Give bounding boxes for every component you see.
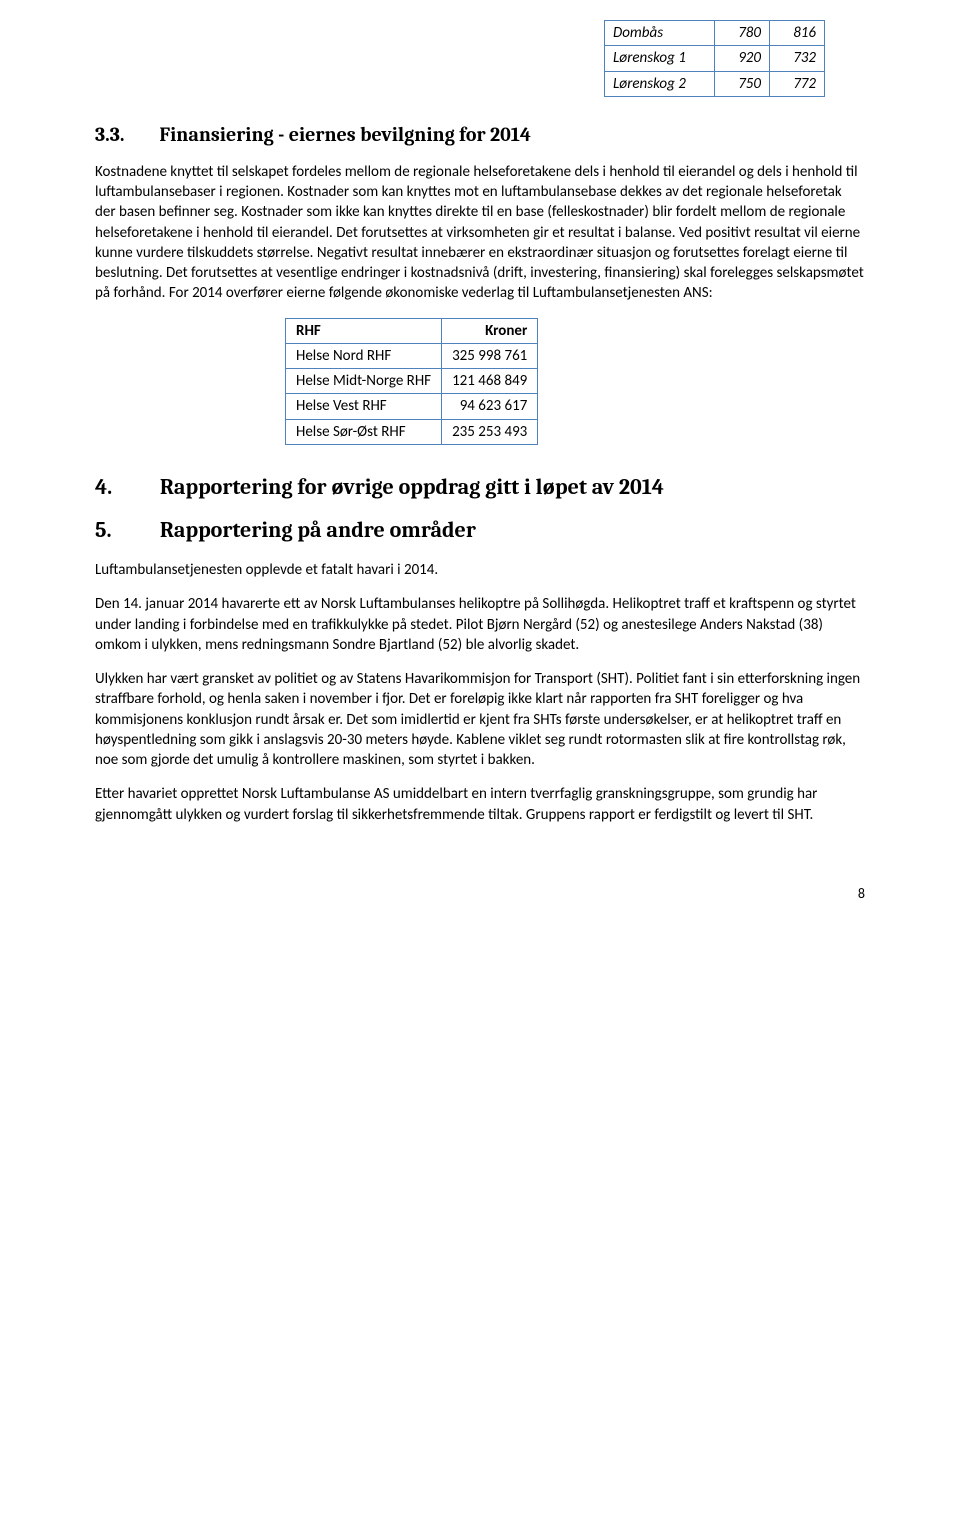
table-row: Helse Vest RHF94 623 617 <box>286 394 538 419</box>
section-3-3-heading: 3.3. Finansiering - eiernes bevilgning f… <box>95 121 865 148</box>
cell-kroner: 94 623 617 <box>442 394 538 419</box>
section-3-3-paragraph: Kostnadene knyttet til selskapet fordele… <box>95 162 865 304</box>
section-5-heading: 5. Rapportering på andre områder <box>95 516 865 546</box>
cell-rhf: Helse Nord RHF <box>286 343 442 368</box>
table-row: Dombås780816 <box>605 21 825 46</box>
cell-v1: 920 <box>715 46 770 71</box>
cell-rhf: Helse Sør-Øst RHF <box>286 419 442 444</box>
funding-head-rhf: RHF <box>286 318 442 343</box>
section-5-p2: Den 14. januar 2014 havarerte ett av Nor… <box>95 594 865 655</box>
heading-number: 4. <box>95 473 155 503</box>
funding-table: RHF Kroner Helse Nord RHF325 998 761Hels… <box>285 318 538 445</box>
section-5-p4: Etter havariet opprettet Norsk Luftambul… <box>95 784 865 825</box>
table-row: Helse Nord RHF325 998 761 <box>286 343 538 368</box>
heading-number: 5. <box>95 516 155 546</box>
cell-v2: 732 <box>770 46 825 71</box>
cell-name: Lørenskog 2 <box>605 71 715 96</box>
cell-name: Dombås <box>605 21 715 46</box>
cell-v1: 750 <box>715 71 770 96</box>
table-row: Lørenskog 1920732 <box>605 46 825 71</box>
table-row: Helse Midt-Norge RHF121 468 849 <box>286 369 538 394</box>
heading-text: Rapportering for øvrige oppdrag gitt i l… <box>160 474 664 500</box>
section-5-p3: Ulykken har vært gransket av politiet og… <box>95 669 865 770</box>
cell-rhf: Helse Midt-Norge RHF <box>286 369 442 394</box>
cell-kroner: 235 253 493 <box>442 419 538 444</box>
cell-v2: 816 <box>770 21 825 46</box>
heading-number: 3.3. <box>95 121 155 148</box>
table-row: Helse Sør-Øst RHF235 253 493 <box>286 419 538 444</box>
top-data-table: Dombås780816Lørenskog 1920732Lørenskog 2… <box>604 20 825 97</box>
cell-v2: 772 <box>770 71 825 96</box>
cell-kroner: 325 998 761 <box>442 343 538 368</box>
table-row: Lørenskog 2750772 <box>605 71 825 96</box>
heading-text: Rapportering på andre områder <box>160 517 476 543</box>
funding-head-kroner: Kroner <box>442 318 538 343</box>
cell-name: Lørenskog 1 <box>605 46 715 71</box>
cell-rhf: Helse Vest RHF <box>286 394 442 419</box>
section-4-heading: 4. Rapportering for øvrige oppdrag gitt … <box>95 473 865 503</box>
heading-text: Finansiering - eiernes bevilgning for 20… <box>159 123 531 146</box>
cell-v1: 780 <box>715 21 770 46</box>
page-number: 8 <box>95 885 865 904</box>
section-5-p1: Luftambulansetjenesten opplevde et fatal… <box>95 560 865 580</box>
cell-kroner: 121 468 849 <box>442 369 538 394</box>
